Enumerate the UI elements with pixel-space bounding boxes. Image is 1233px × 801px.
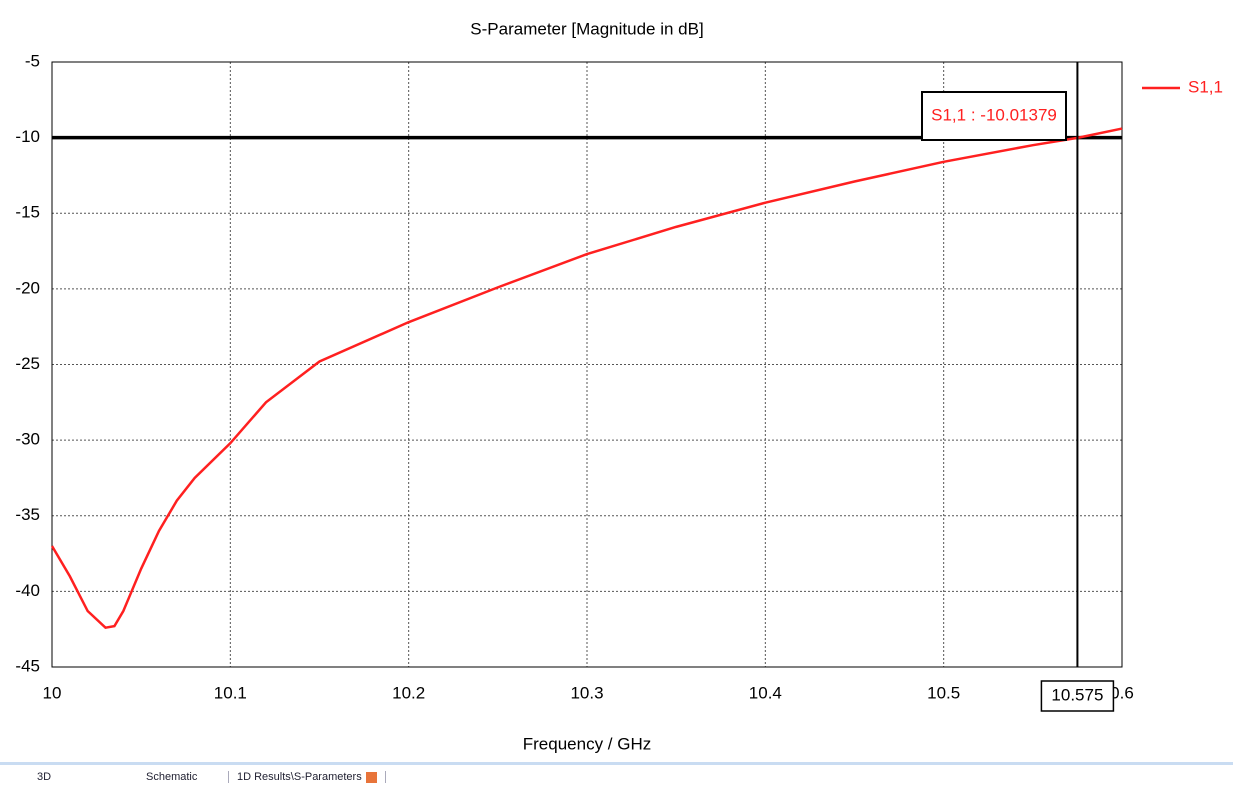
x-tick-label: 10.1 (214, 683, 247, 702)
y-tick-label: -10 (15, 127, 40, 146)
x-tick-label: 10.4 (749, 683, 782, 702)
y-tick-label: -15 (15, 203, 40, 222)
chart-title: S-Parameter [Magnitude in dB] (470, 19, 703, 38)
y-tick-label: -30 (15, 430, 40, 449)
x-tick-label: 10.5 (927, 683, 960, 702)
x-axis-label: Frequency / GHz (523, 734, 652, 753)
marker-label-box (921, 91, 1067, 141)
y-tick-label: -25 (15, 354, 40, 373)
marker-label: S1,1 : -10.01379 (931, 105, 1057, 124)
tab-label[interactable]: 1D Results\S-Parameters (237, 771, 362, 783)
x-tick-label: 10.3 (570, 683, 603, 702)
y-tick-label: -35 (15, 505, 40, 524)
x-tick-label: 10.2 (392, 683, 425, 702)
y-tick-label: -5 (25, 51, 40, 70)
marker-x-label: 10.575 (1051, 685, 1103, 704)
tab[interactable]: 3D (37, 771, 52, 783)
y-tick-label: -20 (15, 278, 40, 297)
close-icon[interactable] (365, 771, 377, 783)
data-line (50, 127, 1123, 630)
tab[interactable]: 1D Results\S-Parameters (228, 771, 386, 783)
x-tick-label: 0.6 (1110, 683, 1134, 702)
tab-bar: 3D Schematic 1D Results\S-Parameters (0, 762, 1233, 801)
tab[interactable]: Schematic (146, 771, 198, 783)
plot-frame (51, 61, 1123, 668)
x-tick-label: 10 (43, 683, 62, 702)
y-tick-label: -40 (15, 581, 40, 600)
marker-x-box (1040, 680, 1115, 712)
legend-label: S1,1 (1188, 77, 1223, 96)
chart: S-Parameter [Magnitude in dB] Frequency … (15, 19, 1223, 753)
y-tick-label: -45 (15, 656, 40, 675)
